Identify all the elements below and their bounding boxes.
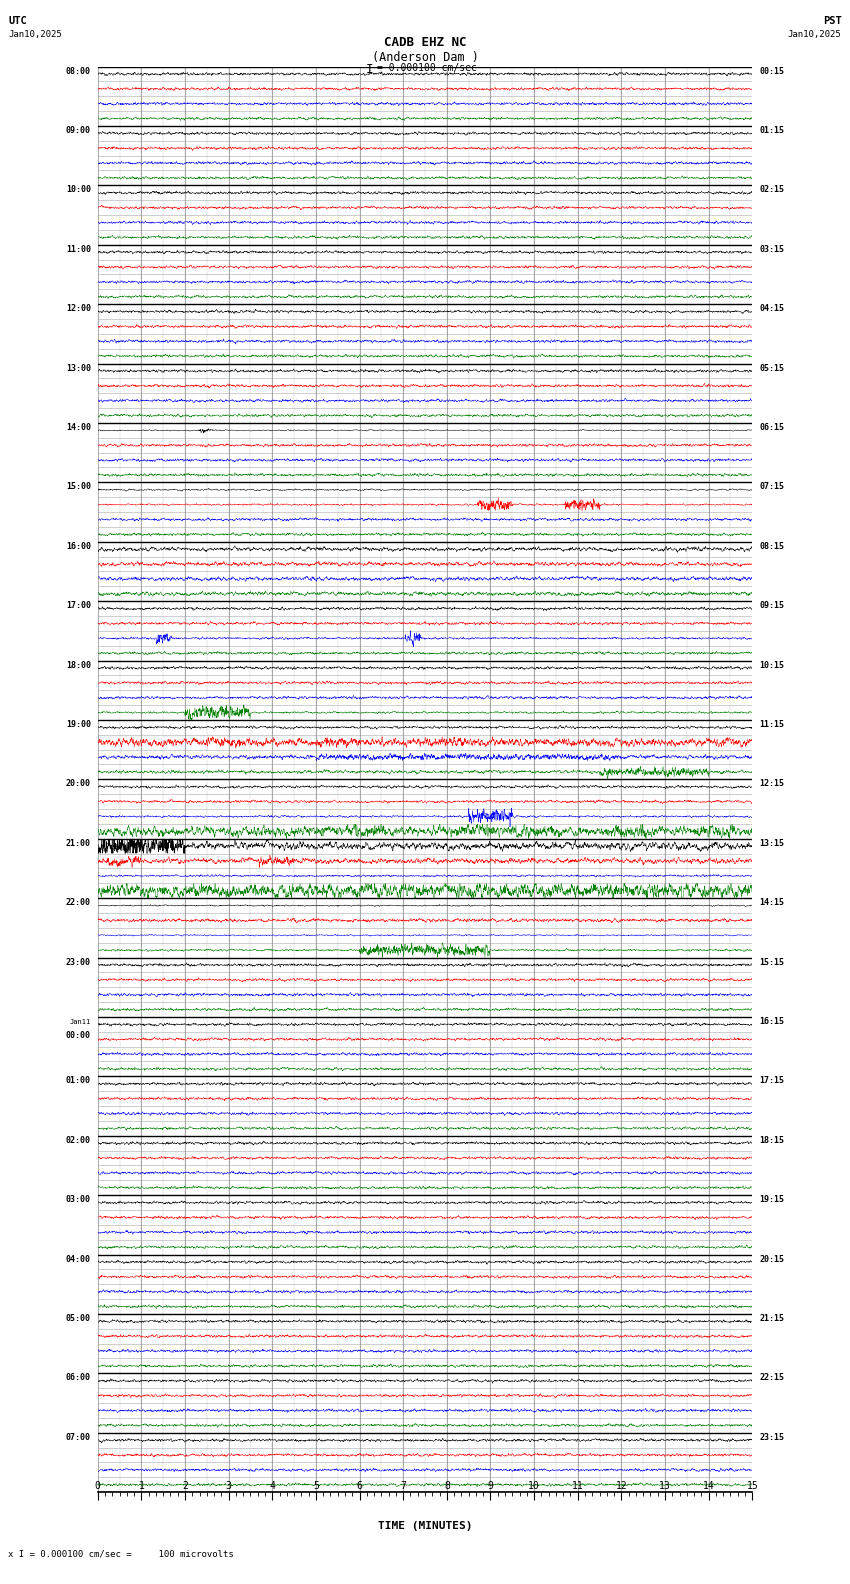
Text: 04:15: 04:15	[759, 304, 784, 314]
Text: 17:00: 17:00	[66, 600, 91, 610]
Text: 01:00: 01:00	[66, 1077, 91, 1085]
Text: 05:15: 05:15	[759, 363, 784, 372]
Text: 06:00: 06:00	[66, 1373, 91, 1383]
Text: 14:00: 14:00	[66, 423, 91, 432]
Text: UTC: UTC	[8, 16, 27, 25]
Text: 22:00: 22:00	[66, 898, 91, 908]
Text: 20:15: 20:15	[759, 1255, 784, 1264]
Text: 09:15: 09:15	[759, 600, 784, 610]
Text: Jan10,2025: Jan10,2025	[8, 30, 62, 40]
Text: 19:15: 19:15	[759, 1194, 784, 1204]
Text: 09:00: 09:00	[66, 127, 91, 135]
Text: 19:00: 19:00	[66, 719, 91, 729]
Text: 22:15: 22:15	[759, 1373, 784, 1383]
Text: 07:15: 07:15	[759, 482, 784, 491]
Text: 23:00: 23:00	[66, 957, 91, 966]
Text: (Anderson Dam ): (Anderson Dam )	[371, 51, 479, 63]
Text: 12:15: 12:15	[759, 779, 784, 789]
Text: 01:15: 01:15	[759, 127, 784, 135]
Text: 20:00: 20:00	[66, 779, 91, 789]
Text: CADB EHZ NC: CADB EHZ NC	[383, 36, 467, 49]
Text: 13:15: 13:15	[759, 840, 784, 847]
Text: 00:00: 00:00	[66, 1031, 91, 1041]
Text: 10:00: 10:00	[66, 185, 91, 195]
Text: 12:00: 12:00	[66, 304, 91, 314]
Text: I: I	[366, 63, 373, 76]
Text: 06:15: 06:15	[759, 423, 784, 432]
Text: 18:15: 18:15	[759, 1136, 784, 1145]
Text: 17:15: 17:15	[759, 1077, 784, 1085]
Text: 07:00: 07:00	[66, 1432, 91, 1441]
Text: 11:00: 11:00	[66, 244, 91, 253]
Text: 13:00: 13:00	[66, 363, 91, 372]
Text: x I = 0.000100 cm/sec =     100 microvolts: x I = 0.000100 cm/sec = 100 microvolts	[8, 1549, 235, 1559]
Text: 08:15: 08:15	[759, 542, 784, 551]
Text: = 0.000100 cm/sec: = 0.000100 cm/sec	[377, 63, 476, 73]
Text: 15:15: 15:15	[759, 957, 784, 966]
Text: 14:15: 14:15	[759, 898, 784, 908]
Text: Jan10,2025: Jan10,2025	[788, 30, 842, 40]
Text: 03:00: 03:00	[66, 1194, 91, 1204]
Text: 10:15: 10:15	[759, 661, 784, 670]
Text: 23:15: 23:15	[759, 1432, 784, 1441]
Text: 15:00: 15:00	[66, 482, 91, 491]
Text: 02:15: 02:15	[759, 185, 784, 195]
Text: 05:00: 05:00	[66, 1315, 91, 1323]
Text: 04:00: 04:00	[66, 1255, 91, 1264]
Text: PST: PST	[823, 16, 842, 25]
Text: Jan11: Jan11	[70, 1019, 91, 1025]
Text: TIME (MINUTES): TIME (MINUTES)	[377, 1521, 473, 1530]
Text: 08:00: 08:00	[66, 67, 91, 76]
Text: 03:15: 03:15	[759, 244, 784, 253]
Text: 16:15: 16:15	[759, 1017, 784, 1026]
Text: 02:00: 02:00	[66, 1136, 91, 1145]
Text: 21:00: 21:00	[66, 840, 91, 847]
Text: 18:00: 18:00	[66, 661, 91, 670]
Text: 16:00: 16:00	[66, 542, 91, 551]
Text: 00:15: 00:15	[759, 67, 784, 76]
Text: 21:15: 21:15	[759, 1315, 784, 1323]
Text: 11:15: 11:15	[759, 719, 784, 729]
